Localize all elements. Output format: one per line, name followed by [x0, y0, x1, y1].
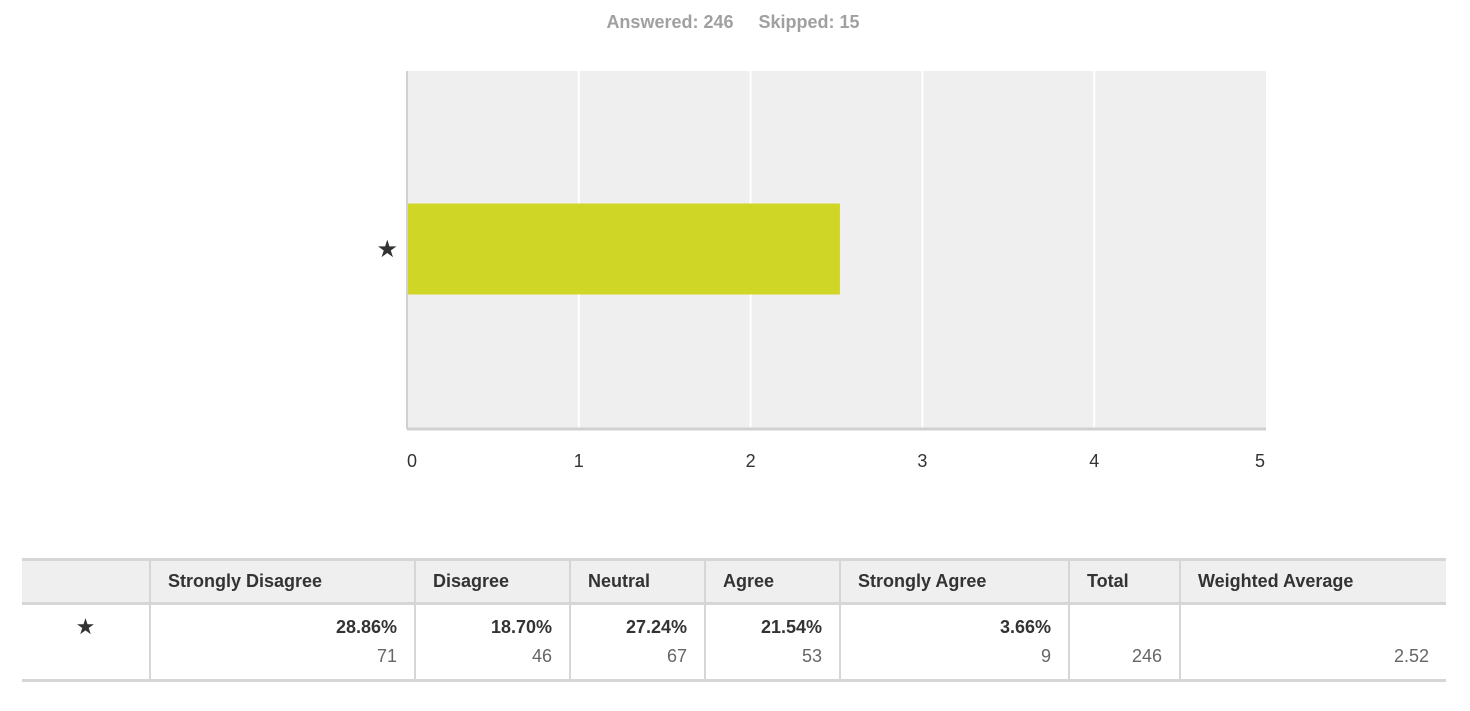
answered-count: Answered: 246 [606, 12, 734, 32]
star-icon: ★ [75, 614, 96, 639]
header-total: Total [1068, 558, 1180, 605]
percent-value: 18.70% [490, 617, 552, 637]
count-value: 71 [376, 646, 397, 666]
count-value: 53 [801, 646, 822, 666]
cell-strongly-disagree: 28.86% 71 [149, 603, 415, 682]
header-neutral: Neutral [569, 558, 705, 605]
x-tick-label: 4 [1089, 451, 1099, 471]
total-value: 246 [1131, 646, 1162, 666]
header-row-label [22, 558, 150, 605]
y-category-label: ★ [376, 235, 398, 263]
header-disagree: Disagree [414, 558, 570, 605]
header-agree: Agree [704, 558, 840, 605]
count-value: 46 [531, 646, 552, 666]
cell-weighted-average: 2.52 [1179, 603, 1446, 682]
percent-value: 3.66% [999, 617, 1051, 637]
cell-strongly-agree: 3.66% 9 [839, 603, 1069, 682]
cell-agree: 21.54% 53 [704, 603, 840, 682]
response-summary: Answered: 246 Skipped: 15 [0, 12, 1466, 33]
x-tick-label: 1 [574, 451, 584, 471]
cell-disagree: 18.70% 46 [414, 603, 570, 682]
row-label-cell: ★ [22, 603, 150, 682]
x-tick-label: 3 [917, 451, 927, 471]
x-tick-label: 5 [1255, 451, 1265, 471]
count-value: 9 [1040, 646, 1051, 666]
bar [408, 203, 840, 295]
header-weighted-average: Weighted Average [1179, 558, 1446, 605]
percent-value: 27.24% [625, 617, 687, 637]
cell-neutral: 27.24% 67 [569, 603, 705, 682]
results-table: Strongly Disagree Disagree Neutral Agree… [22, 558, 1446, 682]
skipped-count: Skipped: 15 [758, 12, 860, 32]
header-strongly-agree: Strongly Agree [839, 558, 1069, 605]
percent-value: 28.86% [335, 617, 397, 637]
weighted-average-value: 2.52 [1393, 646, 1429, 666]
count-value: 67 [666, 646, 687, 666]
header-strongly-disagree: Strongly Disagree [149, 558, 415, 605]
cell-total: 246 [1068, 603, 1180, 682]
bar-chart: 0 1 2 3 4 5 ★ [376, 71, 1266, 471]
percent-value: 21.54% [760, 617, 822, 637]
table-header-row: Strongly Disagree Disagree Neutral Agree… [22, 558, 1446, 605]
x-tick-label: 2 [746, 451, 756, 471]
x-tick-label: 0 [407, 451, 417, 471]
table-row: ★ 28.86% 71 18.70% 46 27.24% 67 21.54% 5… [22, 603, 1446, 682]
